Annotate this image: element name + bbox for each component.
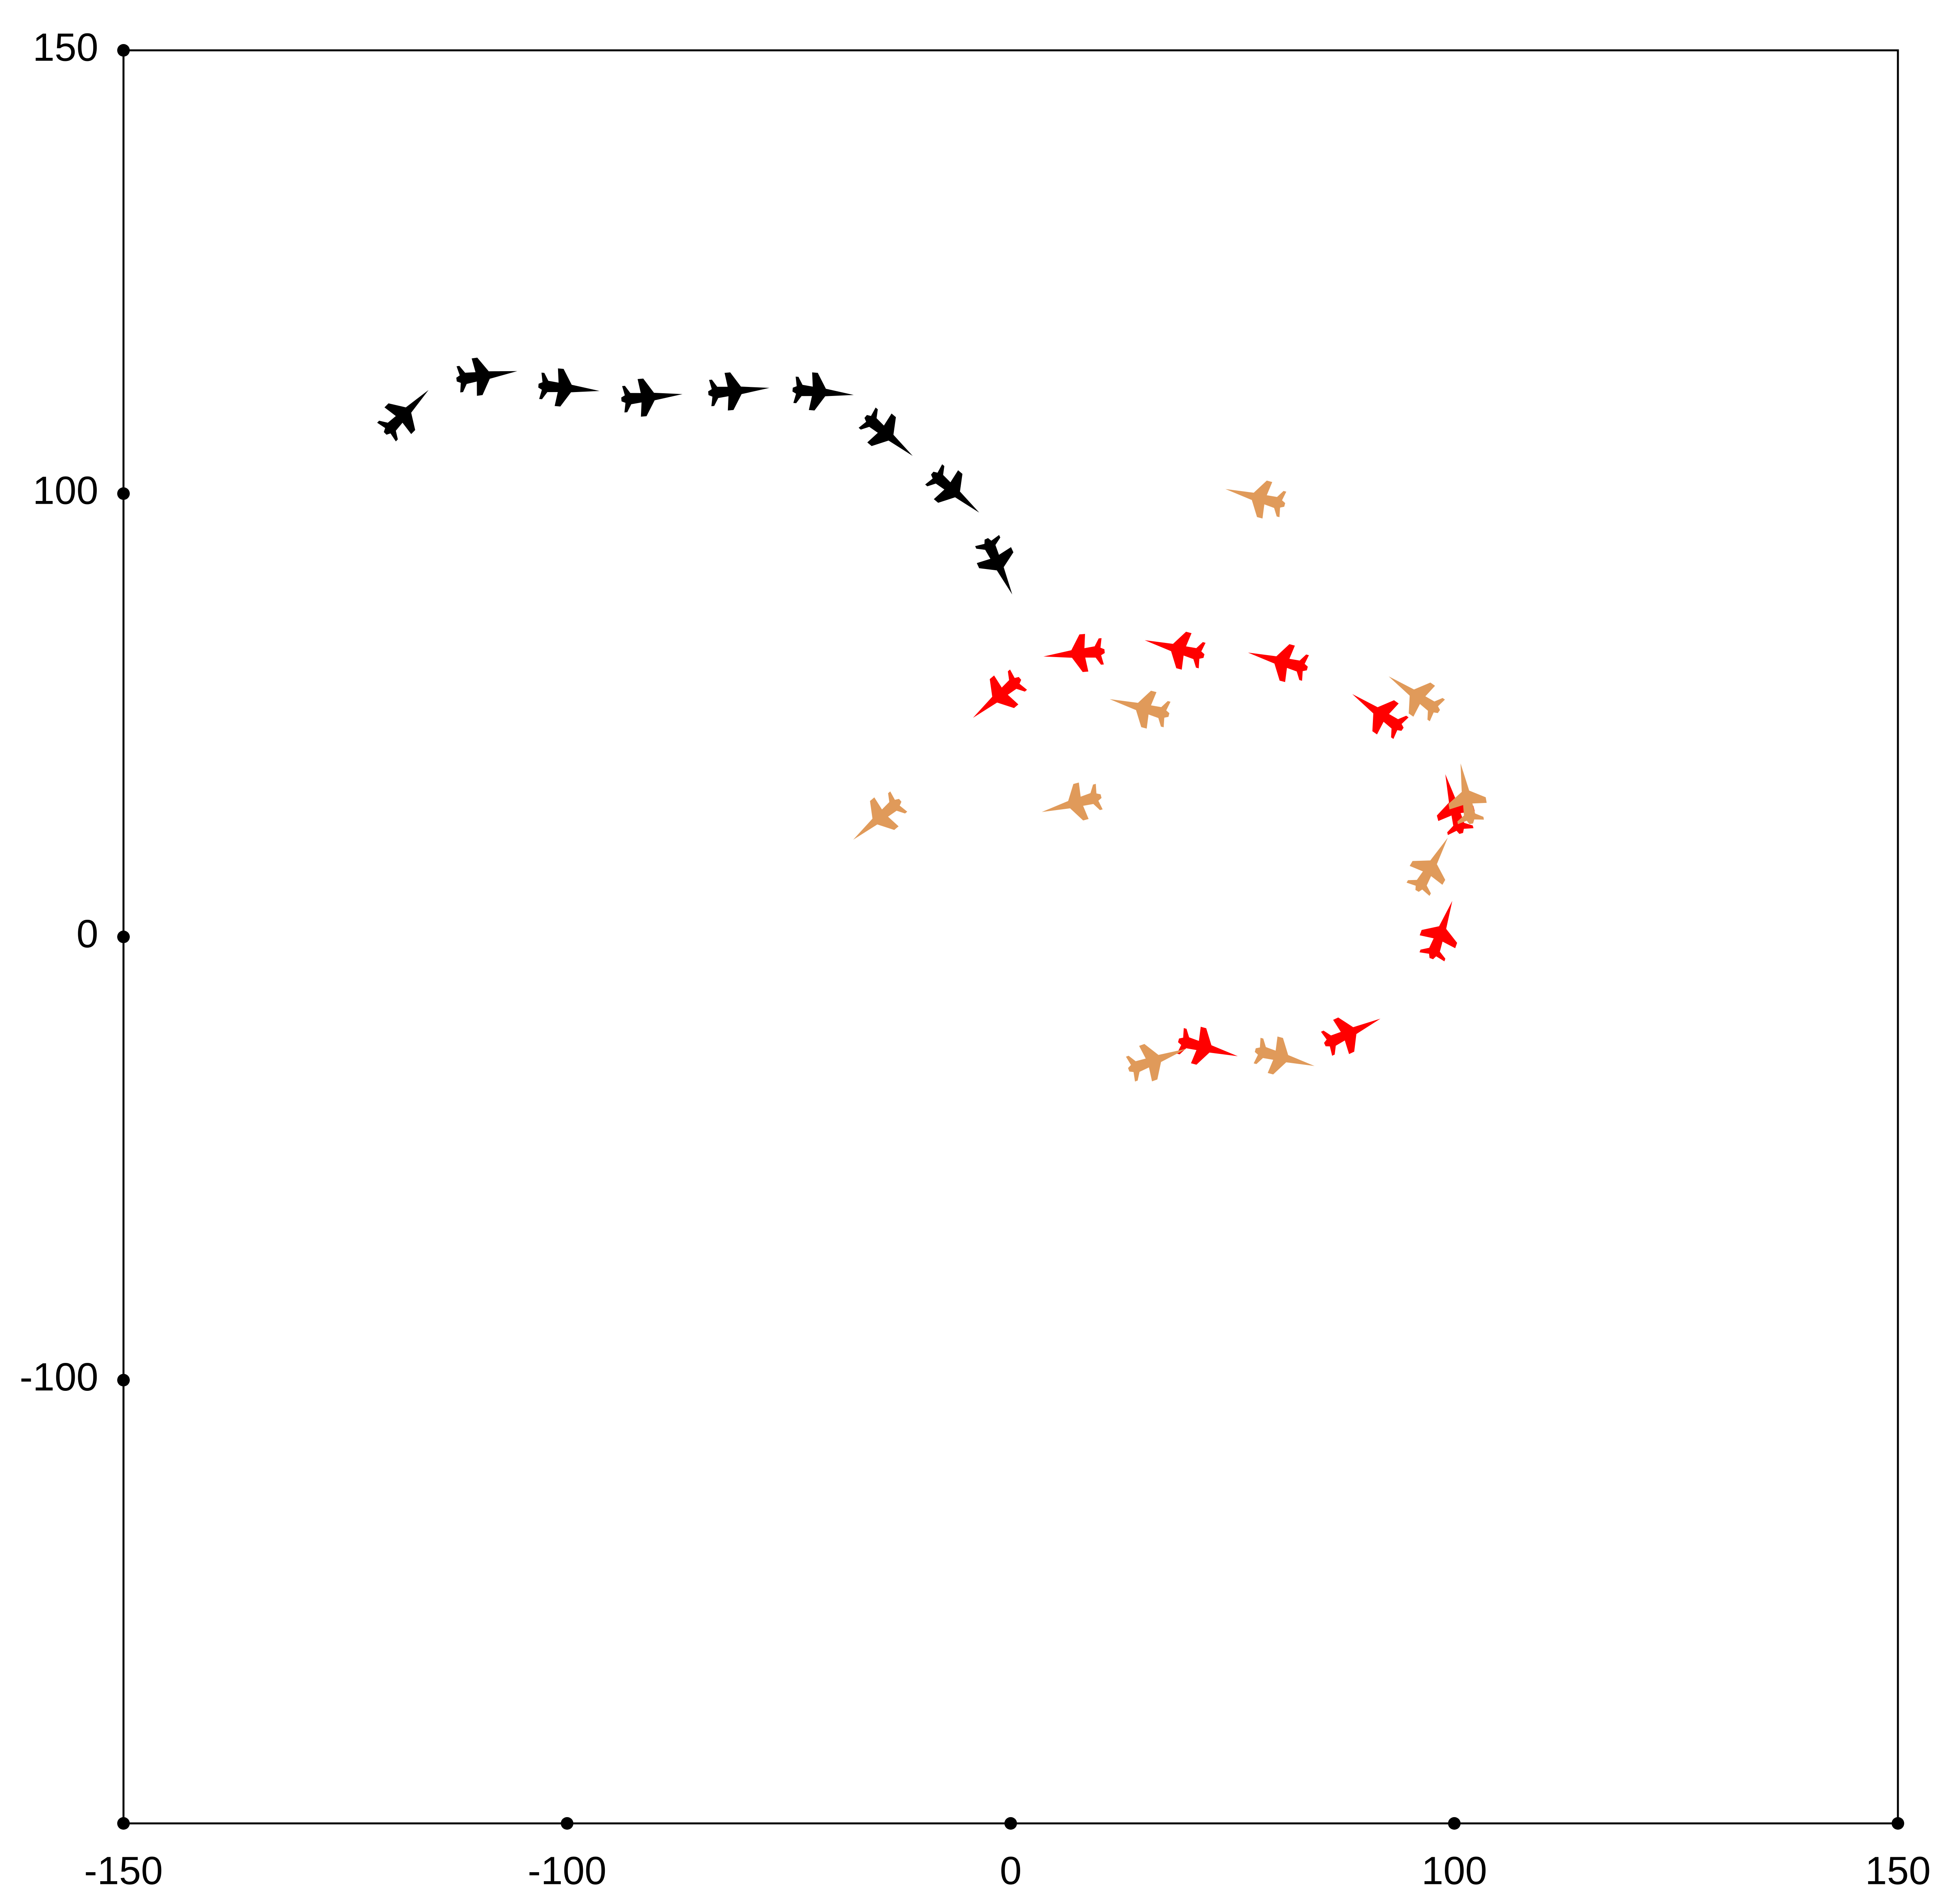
y-tick-label: 100	[33, 469, 98, 513]
y-tick-mark	[117, 1374, 130, 1387]
y-tick-mark	[117, 44, 130, 57]
jet-marker	[1177, 1027, 1238, 1065]
x-tick-label: -100	[528, 1849, 606, 1893]
jet-marker	[973, 669, 1027, 718]
y-tick-label: -100	[20, 1355, 98, 1399]
jet-marker	[859, 407, 913, 456]
jet-marker	[1225, 481, 1286, 519]
jet-marker	[1419, 901, 1457, 961]
jet-marker	[1352, 694, 1409, 739]
jet-marker	[708, 372, 770, 411]
jet-marker	[621, 378, 683, 417]
x-tick-label: 100	[1422, 1849, 1487, 1893]
x-tick-mark	[1004, 1817, 1017, 1830]
jet-marker	[1042, 783, 1103, 821]
jet-marker	[456, 357, 518, 396]
jet-marker	[1248, 644, 1309, 682]
jet-marker	[1448, 763, 1487, 825]
y-tick-label: 0	[76, 912, 98, 956]
x-tick-mark	[561, 1817, 573, 1830]
y-tick-label: 150	[33, 25, 98, 69]
jet-marker	[1321, 1017, 1381, 1056]
x-tick-mark	[117, 1817, 130, 1830]
y-tick-mark	[117, 487, 130, 500]
jet-marker	[1253, 1036, 1315, 1075]
jet-marker	[792, 372, 854, 411]
jet-marker	[1109, 691, 1171, 729]
jet-marker	[1144, 632, 1206, 670]
jet-marker	[1389, 676, 1445, 722]
jet-marker	[538, 368, 600, 407]
jet-marker	[975, 535, 1013, 595]
y-tick-mark	[117, 930, 130, 943]
jet-marker	[377, 390, 429, 442]
x-tick-label: 150	[1865, 1849, 1931, 1893]
plot-frame	[122, 49, 1899, 1825]
jet-marker	[1126, 1044, 1186, 1082]
x-tick-mark	[1448, 1817, 1461, 1830]
x-tick-label: 0	[1000, 1849, 1022, 1893]
jet-marker	[925, 464, 979, 513]
jet-marker	[1043, 634, 1105, 672]
x-tick-label: -150	[84, 1849, 163, 1893]
jet-marker	[853, 791, 907, 840]
x-tick-mark	[1892, 1817, 1904, 1830]
jet-marker	[1406, 838, 1448, 896]
